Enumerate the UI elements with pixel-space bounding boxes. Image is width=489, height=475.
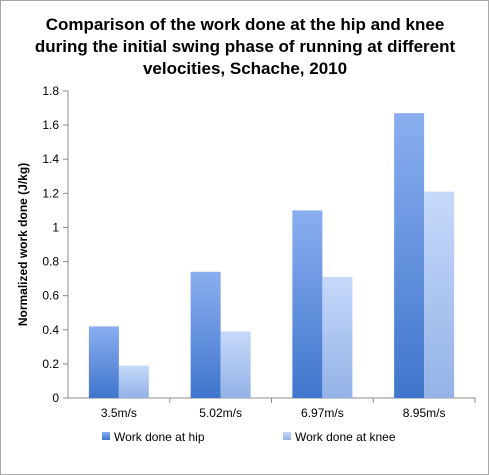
chart-title: Comparison of the work done at the hip a… (30, 14, 460, 80)
x-tick-label: 8.95m/s (403, 406, 446, 420)
y-tick-label: 1.6 (42, 118, 59, 132)
y-axis-label: Normalized work done (J/kg) (16, 163, 30, 326)
y-tick-label: 0.8 (42, 255, 59, 269)
legend-label: Work done at hip (114, 430, 205, 444)
y-tick-label: 1.2 (42, 186, 59, 200)
x-tick-label: 5.02m/s (199, 406, 242, 420)
y-tick-label: 1 (52, 220, 59, 234)
x-tick-label: 6.97m/s (301, 406, 344, 420)
bar-knee (220, 331, 251, 398)
y-tick-label: 0.6 (42, 289, 59, 303)
legend-swatch (283, 432, 291, 440)
bar-knee (322, 276, 353, 398)
bar-hip (292, 210, 323, 398)
chart-title-line-3: velocities, Schache, 2010 (142, 59, 348, 78)
bar-knee (118, 365, 149, 398)
bar-hip (88, 326, 119, 398)
chart-title-line-1: Comparison of the work done at the hip a… (45, 15, 445, 34)
x-tick-label: 3.5m/s (101, 406, 137, 420)
bar-hip (190, 271, 221, 398)
y-tick-label: 1.4 (42, 152, 59, 166)
legend-label: Work done at knee (295, 430, 396, 444)
legend-swatch (102, 432, 110, 440)
chart-title-line-2: during the initial swing phase of runnin… (34, 37, 456, 56)
y-tick-label: 0.2 (42, 357, 59, 371)
y-tick-label: 1.8 (42, 84, 59, 98)
bar-knee (424, 191, 455, 398)
bar-hip (394, 113, 425, 398)
y-tick-label: 0 (52, 391, 59, 405)
y-tick-label: 0.4 (42, 323, 59, 337)
